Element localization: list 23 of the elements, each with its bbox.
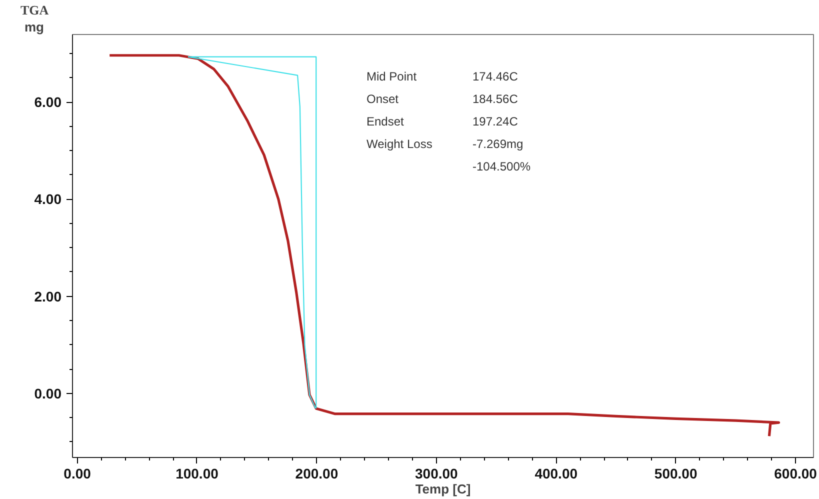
annotation: 184.56C	[472, 92, 518, 106]
y-tick-label: 2.00	[34, 288, 62, 304]
chart-title: TGA	[20, 2, 50, 18]
x-tick-label: 0.00	[64, 466, 92, 482]
annotation: Mid Point	[366, 70, 418, 84]
x-tick-label: 400.00	[534, 466, 578, 482]
annotation: Onset	[366, 92, 400, 106]
x-tick-label: 500.00	[654, 466, 698, 482]
y-tick-label: 4.00	[34, 191, 62, 208]
x-tick-label: 200.00	[295, 466, 338, 482]
x-tick-label: 100.00	[176, 466, 219, 482]
y-tick-label: 0.00	[34, 385, 62, 402]
x-tick-label: 300.00	[415, 466, 458, 482]
annotation: Endset	[366, 114, 405, 128]
annotation: 174.46C	[472, 70, 518, 84]
y-tick-label: 6.00	[34, 94, 62, 110]
x-tick-label: 600.00	[774, 466, 818, 482]
x-axis-title: Temp [C]	[415, 482, 471, 496]
annotation: Weight Loss	[366, 137, 432, 151]
annotation: -104.500%	[472, 160, 531, 174]
annotation: 197.24C	[472, 114, 518, 128]
y-axis-title: mg	[24, 20, 44, 34]
annotation: -7.269mg	[472, 137, 524, 151]
